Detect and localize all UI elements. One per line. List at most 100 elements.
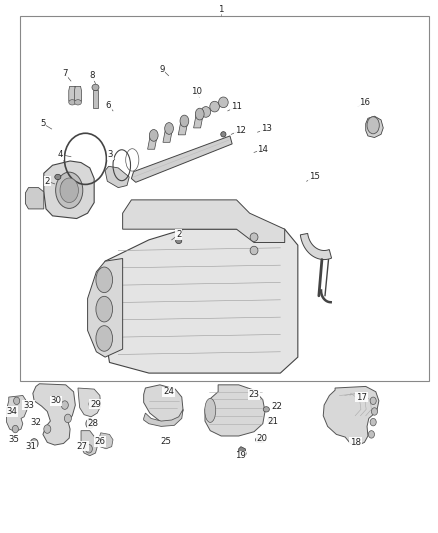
Circle shape [14,397,20,405]
Ellipse shape [55,174,61,180]
Polygon shape [33,384,75,445]
Ellipse shape [74,100,81,105]
Circle shape [371,408,378,415]
Text: 13: 13 [261,125,272,133]
Ellipse shape [250,246,258,255]
Ellipse shape [268,417,274,423]
Ellipse shape [96,296,113,322]
Text: 10: 10 [191,87,202,96]
Ellipse shape [180,115,189,127]
Polygon shape [205,385,265,436]
Polygon shape [144,409,183,426]
Circle shape [30,439,38,448]
Polygon shape [78,388,101,417]
Circle shape [368,431,374,438]
Text: 9: 9 [159,65,165,74]
Polygon shape [239,447,246,456]
Polygon shape [323,386,379,445]
Circle shape [89,400,95,408]
Text: 28: 28 [87,419,99,428]
Polygon shape [88,259,123,357]
Ellipse shape [205,399,215,422]
Circle shape [61,401,68,409]
Text: 25: 25 [160,437,171,446]
Ellipse shape [149,130,158,141]
Text: 19: 19 [235,451,245,460]
Circle shape [86,419,94,429]
Text: 12: 12 [234,126,246,135]
Text: 26: 26 [94,437,106,446]
Ellipse shape [219,97,228,108]
Polygon shape [44,161,94,219]
Polygon shape [144,385,183,424]
Ellipse shape [96,326,113,351]
Polygon shape [25,188,44,209]
Ellipse shape [210,101,219,112]
Polygon shape [7,395,27,432]
Text: 16: 16 [359,98,370,107]
Polygon shape [123,200,285,243]
Ellipse shape [221,132,226,137]
Ellipse shape [259,437,265,442]
Polygon shape [93,90,98,108]
Circle shape [12,425,18,433]
Text: 8: 8 [89,71,95,80]
Ellipse shape [60,178,78,203]
Text: 21: 21 [267,417,278,425]
Polygon shape [105,166,129,188]
Ellipse shape [69,100,76,105]
Circle shape [370,397,376,405]
Ellipse shape [62,181,68,187]
Text: 18: 18 [350,438,361,447]
Text: 34: 34 [7,407,18,416]
Polygon shape [74,86,81,101]
Ellipse shape [201,107,211,117]
Polygon shape [194,114,203,128]
Text: 35: 35 [8,435,20,444]
Text: 29: 29 [90,400,101,408]
Text: 11: 11 [231,102,242,111]
Circle shape [88,421,92,426]
Text: 24: 24 [163,387,174,396]
Text: 7: 7 [62,69,67,78]
Text: 17: 17 [356,393,367,401]
Text: 4: 4 [58,150,63,159]
Polygon shape [300,233,332,260]
Circle shape [64,414,71,423]
Text: 2: 2 [45,177,50,185]
Text: 20: 20 [256,434,268,442]
Polygon shape [105,229,298,373]
Ellipse shape [176,238,182,244]
Text: 1: 1 [219,5,224,14]
Ellipse shape [263,407,269,412]
Text: 15: 15 [309,173,320,181]
Polygon shape [99,433,113,449]
Ellipse shape [165,123,173,134]
Text: 5: 5 [40,119,46,128]
Text: 33: 33 [23,401,34,409]
Text: 32: 32 [30,418,42,426]
Polygon shape [131,136,232,182]
Text: 2: 2 [176,230,181,239]
Text: 31: 31 [25,442,36,450]
Ellipse shape [96,267,113,293]
Polygon shape [148,135,157,149]
Polygon shape [163,128,173,142]
Text: 23: 23 [248,390,260,399]
Ellipse shape [195,108,204,120]
Text: 14: 14 [257,145,268,154]
Ellipse shape [255,437,261,442]
Circle shape [370,418,376,426]
Polygon shape [69,86,76,101]
Polygon shape [366,116,383,138]
Polygon shape [178,121,188,135]
Text: 27: 27 [77,442,88,450]
Ellipse shape [367,117,379,134]
Circle shape [85,445,92,453]
Text: 22: 22 [271,402,283,410]
Ellipse shape [56,172,83,208]
Text: 3: 3 [108,150,113,159]
Ellipse shape [92,84,99,91]
Text: 6: 6 [106,101,111,110]
Circle shape [44,425,51,433]
